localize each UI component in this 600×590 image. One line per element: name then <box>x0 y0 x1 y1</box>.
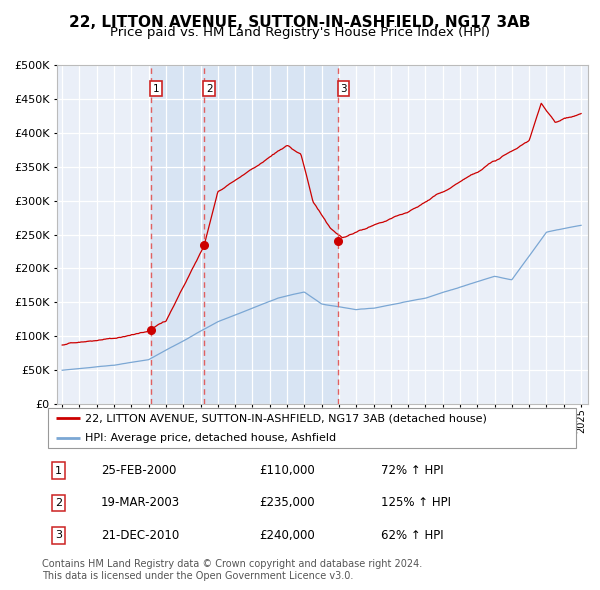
Text: £110,000: £110,000 <box>259 464 315 477</box>
Text: This data is licensed under the Open Government Licence v3.0.: This data is licensed under the Open Gov… <box>42 571 353 581</box>
Text: 3: 3 <box>55 530 62 540</box>
Text: Price paid vs. HM Land Registry's House Price Index (HPI): Price paid vs. HM Land Registry's House … <box>110 26 490 39</box>
Text: 22, LITTON AVENUE, SUTTON-IN-ASHFIELD, NG17 3AB (detached house): 22, LITTON AVENUE, SUTTON-IN-ASHFIELD, N… <box>85 414 487 423</box>
Text: 1: 1 <box>153 84 160 94</box>
Bar <box>151 65 205 404</box>
Text: 3: 3 <box>340 84 347 94</box>
Text: 2: 2 <box>55 498 62 508</box>
Bar <box>205 65 338 404</box>
Text: 22, LITTON AVENUE, SUTTON-IN-ASHFIELD, NG17 3AB: 22, LITTON AVENUE, SUTTON-IN-ASHFIELD, N… <box>69 15 531 30</box>
FancyBboxPatch shape <box>48 408 576 448</box>
Text: HPI: Average price, detached house, Ashfield: HPI: Average price, detached house, Ashf… <box>85 434 336 443</box>
Text: 62% ↑ HPI: 62% ↑ HPI <box>380 529 443 542</box>
Text: 2: 2 <box>206 84 213 94</box>
Text: £235,000: £235,000 <box>259 496 315 510</box>
Text: 21-DEC-2010: 21-DEC-2010 <box>101 529 179 542</box>
Text: 25-FEB-2000: 25-FEB-2000 <box>101 464 176 477</box>
Text: 19-MAR-2003: 19-MAR-2003 <box>101 496 180 510</box>
Text: £240,000: £240,000 <box>259 529 315 542</box>
Text: Contains HM Land Registry data © Crown copyright and database right 2024.: Contains HM Land Registry data © Crown c… <box>42 559 422 569</box>
Text: 1: 1 <box>55 466 62 476</box>
Text: 72% ↑ HPI: 72% ↑ HPI <box>380 464 443 477</box>
Text: 125% ↑ HPI: 125% ↑ HPI <box>380 496 451 510</box>
